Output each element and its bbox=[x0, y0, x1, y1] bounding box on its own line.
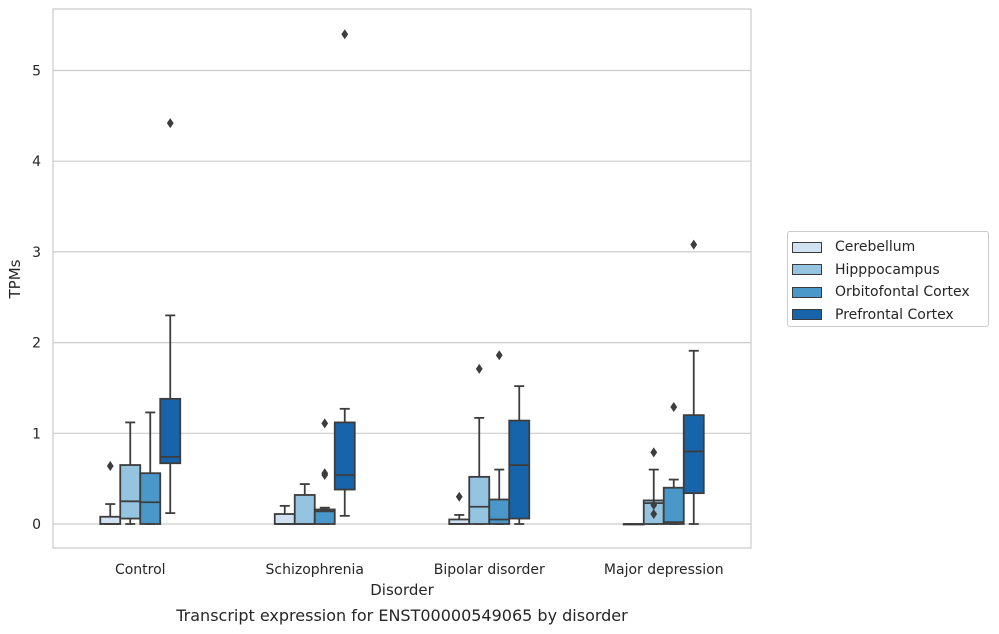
box-cerebellum bbox=[448, 491, 471, 525]
x-tick-labels: Control Schizophrenia Bipolar disorder Majo… bbox=[115, 562, 724, 578]
legend-label-cerebellum: Cerebellum bbox=[835, 239, 916, 256]
outlier-point bbox=[690, 239, 698, 250]
box-prefrontal-cortex bbox=[682, 239, 705, 525]
plot-frame bbox=[52, 8, 752, 549]
box-prefrontal-cortex bbox=[333, 29, 356, 517]
legend-item-orbitofrontal-cortex: Orbitofontal Cortex bbox=[792, 281, 988, 304]
box-orbitofontal-cortex bbox=[139, 411, 162, 525]
y-tick-labels: 0 1 2 3 4 5 bbox=[32, 64, 41, 534]
outlier-point bbox=[106, 460, 114, 471]
box-body bbox=[333, 421, 356, 491]
legend-item-prefrontal-cortex: Prefrontal Cortex bbox=[792, 304, 988, 327]
legend-label-orbitofrontal-cortex: Orbitofontal Cortex bbox=[835, 284, 970, 301]
box-body bbox=[99, 515, 122, 525]
box-orbitofontal-cortex bbox=[662, 401, 685, 525]
y-tick-label: 4 bbox=[32, 154, 41, 170]
legend-swatch-prefrontal-cortex bbox=[792, 309, 822, 321]
outlier-point bbox=[495, 350, 503, 361]
box-body bbox=[662, 486, 685, 525]
x-tick-label: Schizophrenia bbox=[266, 562, 364, 578]
box-hipppocampus bbox=[468, 363, 491, 525]
y-tick-label: 5 bbox=[32, 64, 41, 80]
legend: Cerebellum Hipppocampus Orbitofontal Cor… bbox=[787, 231, 989, 327]
legend-label-prefrontal-cortex: Prefrontal Cortex bbox=[835, 306, 954, 323]
box-prefrontal-cortex bbox=[159, 118, 182, 515]
box-body bbox=[119, 464, 142, 520]
box-cerebellum bbox=[622, 523, 645, 526]
plot-area bbox=[53, 9, 751, 548]
box-body bbox=[682, 414, 705, 495]
outlier-point bbox=[650, 499, 658, 510]
x-axis-label: Disorder bbox=[370, 581, 434, 599]
figure-caption: Transcript expression for ENST0000054906… bbox=[176, 606, 628, 625]
box-body bbox=[313, 508, 336, 525]
x-tick-label: Control bbox=[115, 562, 166, 578]
outlier-point bbox=[650, 509, 658, 520]
box-body bbox=[293, 494, 316, 525]
x-tick-label: Major depression bbox=[604, 562, 724, 578]
y-tick-label: 0 bbox=[32, 517, 41, 533]
box-orbitofontal-cortex bbox=[488, 350, 511, 525]
outlier-point bbox=[455, 491, 463, 502]
box-orbitofontal-cortex bbox=[313, 418, 336, 525]
y-tick-label: 3 bbox=[32, 245, 41, 261]
legend-swatch-cerebellum bbox=[792, 241, 822, 253]
boxes bbox=[99, 29, 705, 526]
box-body bbox=[468, 475, 491, 525]
outlier-point bbox=[650, 447, 658, 458]
outlier-point bbox=[475, 363, 483, 374]
legend-item-hippocampus: Hipppocampus bbox=[792, 259, 988, 282]
x-tick-label: Bipolar disorder bbox=[434, 562, 545, 578]
y-axis-label: TPMs bbox=[6, 259, 24, 299]
outlier-point bbox=[166, 118, 174, 129]
legend-swatch-hippocampus bbox=[792, 264, 822, 276]
outlier-point bbox=[670, 401, 678, 412]
legend-swatch-orbitofrontal-cortex bbox=[792, 286, 822, 298]
legend-item-cerebellum: Cerebellum bbox=[792, 236, 988, 259]
outlier-point bbox=[321, 468, 329, 479]
y-tick-label: 1 bbox=[32, 426, 41, 442]
outlier-point bbox=[321, 418, 329, 429]
box-prefrontal-cortex bbox=[508, 385, 531, 525]
box-cerebellum bbox=[99, 460, 122, 525]
box-body bbox=[139, 472, 162, 525]
legend-label-hippocampus: Hipppocampus bbox=[835, 261, 940, 278]
outlier-point bbox=[341, 29, 349, 40]
box-body bbox=[508, 419, 531, 520]
box-body bbox=[159, 397, 182, 465]
box-body bbox=[273, 513, 296, 525]
y-tick-label: 2 bbox=[32, 336, 41, 352]
